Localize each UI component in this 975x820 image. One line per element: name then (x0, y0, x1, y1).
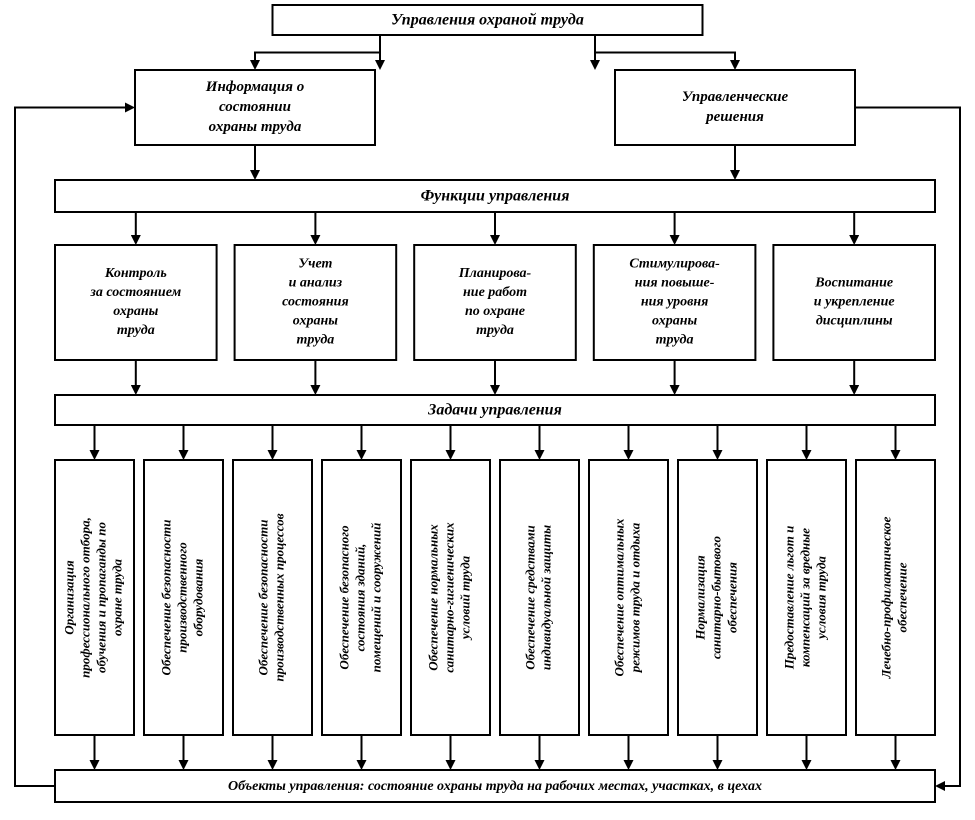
top-label: Управления охраной труда (391, 12, 584, 29)
task-1-line1: производственного (174, 542, 189, 653)
flowchart: Управления охраной труда Информация о сост… (0, 0, 975, 820)
task-1-line0: Обеспечение безопасности (158, 520, 173, 676)
info-label-line0: Информация о (205, 79, 304, 95)
func-label-4-line1: и укрепление (814, 295, 895, 310)
info-label-line2: охраны труда (209, 119, 302, 135)
decisions-label-line0: Управленческие (682, 89, 789, 105)
task-8-line1: компенсаций за вредные (797, 528, 812, 667)
functions-header-label: Функции управления (421, 188, 570, 205)
task-4-line0: Обеспечение нормальных (425, 524, 440, 671)
task-text-group-5: Обеспечение средствамииндивидуальной защ… (522, 525, 553, 670)
func-label-1-line0: Учет (298, 257, 332, 272)
task-7-line0: Нормализация (692, 555, 707, 641)
task-text-group-3: Обеспечение безопасногосостояния зданий,… (336, 523, 383, 673)
func-label-2-line3: труда (476, 323, 514, 338)
func-label-1-line4: труда (296, 333, 334, 348)
func-label-4-line0: Воспитание (814, 276, 893, 291)
task-3-line2: помещений и сооружений (368, 523, 383, 673)
func-label-4-line2: дисциплины (816, 314, 893, 329)
tasks-header-label: Задачи управления (427, 402, 562, 419)
func-label-1-line3: охраны (293, 314, 338, 329)
func-label-3-line3: охраны (652, 314, 697, 329)
bottom-label: Объекты управления: состояние охраны тру… (228, 779, 762, 794)
func-label-1-line2: состояния (282, 295, 349, 310)
task-8-line0: Предоставление льгот и (781, 526, 796, 671)
task-0-line3: охране труда (109, 558, 124, 636)
task-text-group-6: Обеспечение оптимальныхрежимов труда и о… (611, 518, 642, 676)
func-label-3-line4: труда (656, 333, 694, 348)
task-0-line2: обучения и пропаганды по (93, 522, 108, 673)
task-text-group-2: Обеспечение безопасностипроизводственных… (255, 513, 286, 681)
task-1-line2: оборудования (190, 558, 205, 636)
func-label-2-line1: ние работ (463, 285, 527, 300)
task-3-line1: состояния зданий, (352, 544, 367, 652)
task-6-line0: Обеспечение оптимальных (611, 518, 626, 676)
task-7-line2: обеспечения (724, 562, 739, 633)
func-label-0-line0: Контроль (104, 266, 167, 281)
task-7-line1: санитарно-бытового (708, 536, 723, 659)
task-6-line1: режимов труда и отдыха (627, 522, 642, 673)
task-5-line0: Обеспечение средствами (522, 525, 537, 670)
task-2-line0: Обеспечение безопасности (255, 520, 270, 676)
arrow-top-to-decisions (595, 35, 735, 68)
task-0-line0: Организация (61, 560, 76, 635)
func-label-2-line0: Планирова- (458, 266, 532, 281)
info-label-line1: состоянии (219, 99, 291, 115)
func-label-3-line0: Стимулирова- (629, 257, 720, 272)
func-box-2 (414, 245, 576, 360)
task-9-line1: обеспечение (894, 562, 909, 632)
task-5-line1: индивидуальной защиты (538, 525, 553, 670)
task-3-line0: Обеспечение безопасного (336, 525, 351, 670)
decisions-label-line1: решения (704, 109, 764, 125)
task-2-line1: производственных процессов (271, 513, 286, 681)
task-4-line2: условий труда (457, 555, 472, 641)
task-9-line0: Лечебно-профилактическое (878, 516, 893, 679)
task-8-line2: условия труда (813, 556, 828, 641)
func-label-3-line1: ния повыше- (635, 276, 715, 291)
decisions-box (615, 70, 855, 145)
task-4-line1: санитарно-гигиенических (441, 522, 456, 673)
func-label-0-line2: охраны (113, 304, 158, 319)
func-label-0-line1: за состоянием (89, 285, 181, 300)
func-label-1-line1: и анализ (289, 276, 343, 291)
arrow-top-to-info (255, 35, 380, 68)
task-0-line1: профессионального отбора, (77, 517, 92, 678)
func-label-3-line2: ния уровня (641, 295, 709, 310)
func-label-2-line2: по охране (465, 304, 525, 319)
func-label-0-line3: труда (117, 323, 155, 338)
func-box-0 (55, 245, 217, 360)
